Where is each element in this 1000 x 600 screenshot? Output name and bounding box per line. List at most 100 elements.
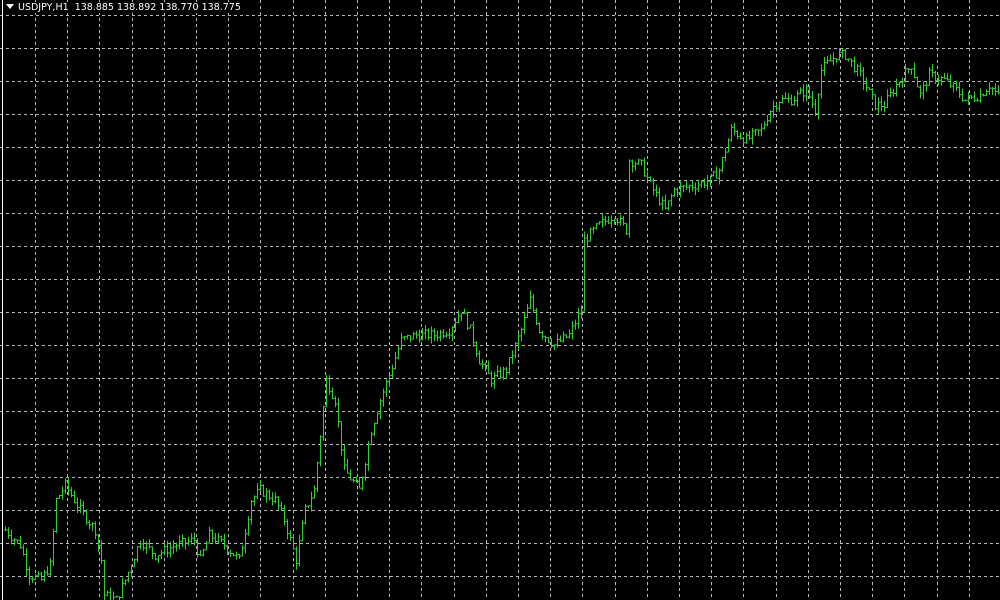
price-bar — [256, 483, 259, 500]
price-bar — [619, 214, 622, 226]
price-bar — [556, 333, 559, 348]
price-bar — [616, 217, 619, 226]
price-bar — [331, 387, 334, 399]
price-bar — [103, 559, 106, 600]
price-bar — [946, 73, 949, 81]
price-bar — [985, 89, 988, 97]
price-bar — [67, 477, 70, 496]
price-bar — [544, 335, 547, 343]
price-bar — [541, 330, 544, 340]
price-bar — [637, 158, 640, 165]
price-bar — [113, 591, 115, 600]
price-bar — [478, 350, 481, 365]
price-bar — [511, 350, 514, 365]
price-bar — [643, 157, 646, 177]
price-bar — [928, 67, 931, 87]
price-bar — [82, 501, 85, 516]
price-bar — [493, 371, 496, 389]
price-bar — [364, 462, 367, 481]
price-bar — [844, 48, 847, 61]
price-bar — [841, 48, 844, 59]
price-bar — [229, 549, 232, 557]
price-bar — [514, 342, 517, 359]
price-bar — [871, 87, 874, 100]
price-bar — [598, 221, 601, 225]
price-bar — [16, 539, 19, 544]
price-bar — [868, 87, 871, 91]
price-bar — [148, 539, 151, 549]
price-bar — [835, 57, 838, 64]
price-bar — [343, 444, 346, 471]
price-bar — [799, 87, 802, 95]
price-bar — [46, 566, 49, 576]
price-bar — [19, 535, 22, 549]
price-bar — [655, 184, 658, 197]
price-bar — [307, 505, 310, 509]
price-bar — [76, 497, 79, 514]
price-bar — [973, 91, 976, 103]
price-bar — [502, 366, 505, 380]
price-bar — [646, 171, 649, 181]
price-bar — [118, 596, 121, 600]
price-bar — [367, 441, 370, 471]
price-bar — [772, 100, 775, 118]
price-bar — [718, 168, 721, 185]
price-bar — [160, 550, 163, 560]
price-bar — [49, 558, 52, 576]
price-bar — [796, 90, 799, 107]
price-bar — [640, 159, 643, 166]
price-bar — [187, 536, 190, 546]
price-bar — [967, 91, 970, 105]
triangle-down-icon[interactable] — [6, 4, 14, 9]
price-bar — [709, 175, 712, 187]
price-bar — [595, 223, 598, 230]
price-bar — [340, 421, 343, 456]
price-bar — [895, 78, 898, 97]
price-bar — [913, 62, 916, 79]
price-bar — [577, 307, 580, 329]
price-bar — [790, 94, 793, 106]
price-bar — [535, 307, 538, 326]
price-bar — [850, 58, 853, 67]
price-bar — [7, 527, 10, 539]
price-bar — [58, 494, 61, 499]
price-bar — [679, 181, 682, 198]
price-bar — [289, 530, 292, 542]
price-bar — [613, 218, 616, 225]
price-bar — [205, 540, 208, 551]
price-bar — [760, 123, 763, 137]
price-bar — [994, 83, 997, 97]
price-bar — [562, 331, 565, 343]
price-bar — [676, 187, 679, 198]
price-bar — [697, 179, 700, 192]
price-bar — [931, 64, 934, 78]
price-bar — [352, 477, 355, 483]
price-bar — [85, 509, 88, 526]
price-bar — [517, 332, 520, 349]
ohlc-readout: 138.885 138.892 138.770 138.775 — [74, 2, 241, 13]
price-bar — [481, 359, 484, 369]
price-bar — [238, 553, 241, 559]
price-bar — [292, 535, 295, 550]
price-bar — [757, 129, 760, 137]
price-bar — [319, 435, 322, 467]
price-bar — [508, 357, 511, 375]
price-bar — [538, 322, 541, 334]
price-bar — [937, 74, 940, 86]
price-bar — [391, 364, 394, 379]
price-bar — [940, 76, 943, 86]
price-bar — [127, 571, 130, 583]
price-bar — [610, 215, 613, 228]
price-bar — [853, 56, 856, 73]
price-bar — [199, 550, 202, 557]
price-bar — [934, 70, 937, 84]
price-bar — [832, 52, 835, 66]
price-bar — [412, 331, 415, 340]
price-bar — [34, 573, 37, 581]
price-bar — [130, 564, 133, 578]
price-bar — [685, 180, 688, 190]
price-bar — [688, 184, 691, 193]
price-bar — [196, 538, 199, 558]
